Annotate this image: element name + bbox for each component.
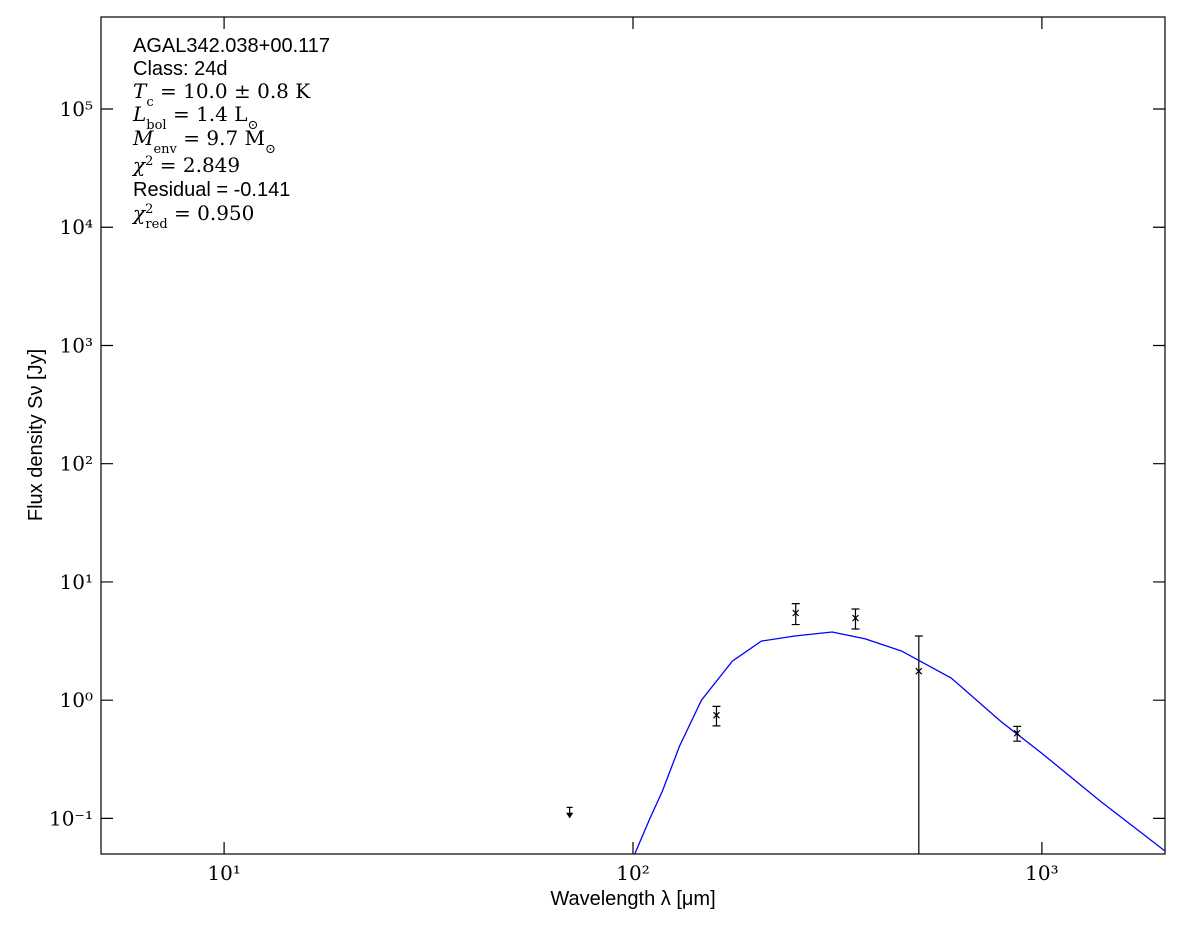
y-tick-label: 10³: [60, 333, 93, 357]
annotation-part: = 1.4 L: [167, 102, 248, 126]
y-tick-label: 10¹: [60, 570, 93, 594]
error-bar: [851, 608, 860, 630]
annotation: Tc = 10.0 ± 0.8 K: [133, 79, 311, 110]
annotation-part: AGAL342.038+00.117: [133, 35, 330, 57]
annotation: Class: 24d: [133, 58, 228, 80]
y-tick-label: 10⁴: [60, 215, 93, 239]
x-tick-label: 10¹: [207, 861, 240, 885]
upper-limit: [566, 806, 574, 819]
annotation-part: L: [132, 102, 146, 126]
annotation-part: = 10.0 ± 0.8 K: [154, 79, 312, 103]
annotation-part: c: [146, 95, 153, 110]
annotation-part: 2: [145, 202, 153, 217]
error-bar: [791, 602, 800, 626]
y-tick-label: 10²: [60, 452, 93, 476]
annotation: AGAL342.038+00.117: [133, 35, 330, 57]
error-bar: [712, 705, 721, 727]
annotation-part: Residual = -0.141: [133, 179, 290, 201]
annotation: χ2 = 2.849: [131, 153, 240, 177]
x-tick-label: 10³: [1025, 861, 1058, 885]
y-tick-label: 10⁻¹: [49, 806, 93, 830]
annotation-part: = 0.950: [168, 201, 255, 225]
annotation-part: M: [132, 126, 154, 150]
data-point: [852, 614, 859, 622]
annotation-part: 2: [145, 154, 153, 169]
annotation-part: red: [145, 217, 167, 232]
annotation: χ2 red = 0.950: [131, 201, 254, 232]
plot-area: [566, 602, 1165, 854]
x-tick-label: 10²: [616, 861, 649, 885]
annotation: Residual = -0.141: [133, 179, 290, 201]
data-point: [1013, 729, 1021, 737]
data-point: [915, 667, 923, 675]
y-tick-label: 10⁰: [60, 688, 93, 712]
annotation-part: env: [153, 142, 177, 157]
annotation-part: T: [133, 79, 148, 103]
model-curve: [634, 631, 1165, 854]
x-axis-label: Wavelength λ [μm]: [550, 888, 715, 910]
error-bar: [914, 635, 923, 854]
annotation-part: ⊙: [248, 118, 259, 133]
annotation-part: χ: [131, 153, 147, 177]
annotation-part: = 2.849: [153, 153, 240, 177]
annotation: Menv = 9.7 M⊙: [132, 126, 276, 157]
annotation: Lbol = 1.4 L⊙: [132, 102, 258, 133]
annotation-part: = 9.7 M: [177, 126, 265, 150]
annotation-part: χ: [131, 201, 147, 225]
annotation-part: Class: 24d: [133, 58, 228, 80]
y-axis-label: Flux density Sν [Jy]: [25, 349, 47, 521]
data-point: [713, 711, 720, 719]
annotation-part: bol: [146, 118, 166, 133]
data-point: [792, 609, 800, 617]
y-tick-label: 10⁵: [60, 97, 93, 121]
annotation-part: ⊙: [265, 142, 276, 157]
